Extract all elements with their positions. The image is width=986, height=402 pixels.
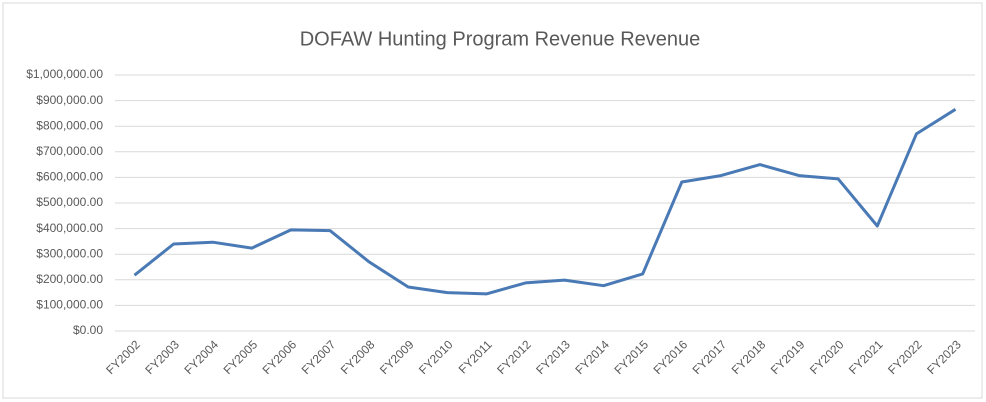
- y-tick-label: $900,000.00: [36, 93, 103, 107]
- y-tick-label: $400,000.00: [36, 221, 103, 235]
- y-tick-label: $0.00: [73, 323, 103, 337]
- y-tick-label: $500,000.00: [36, 195, 103, 209]
- y-tick-label: $300,000.00: [36, 246, 103, 260]
- y-tick-label: $100,000.00: [36, 298, 103, 312]
- chart-title: DOFAW Hunting Program Revenue Revenue: [300, 28, 701, 50]
- y-tick-label: $600,000.00: [36, 170, 103, 184]
- y-tick-label: $1,000,000.00: [26, 67, 103, 81]
- y-tick-label: $700,000.00: [36, 144, 103, 158]
- y-tick-label: $200,000.00: [36, 272, 103, 286]
- y-tick-label: $800,000.00: [36, 118, 103, 132]
- line-series: [133, 108, 957, 296]
